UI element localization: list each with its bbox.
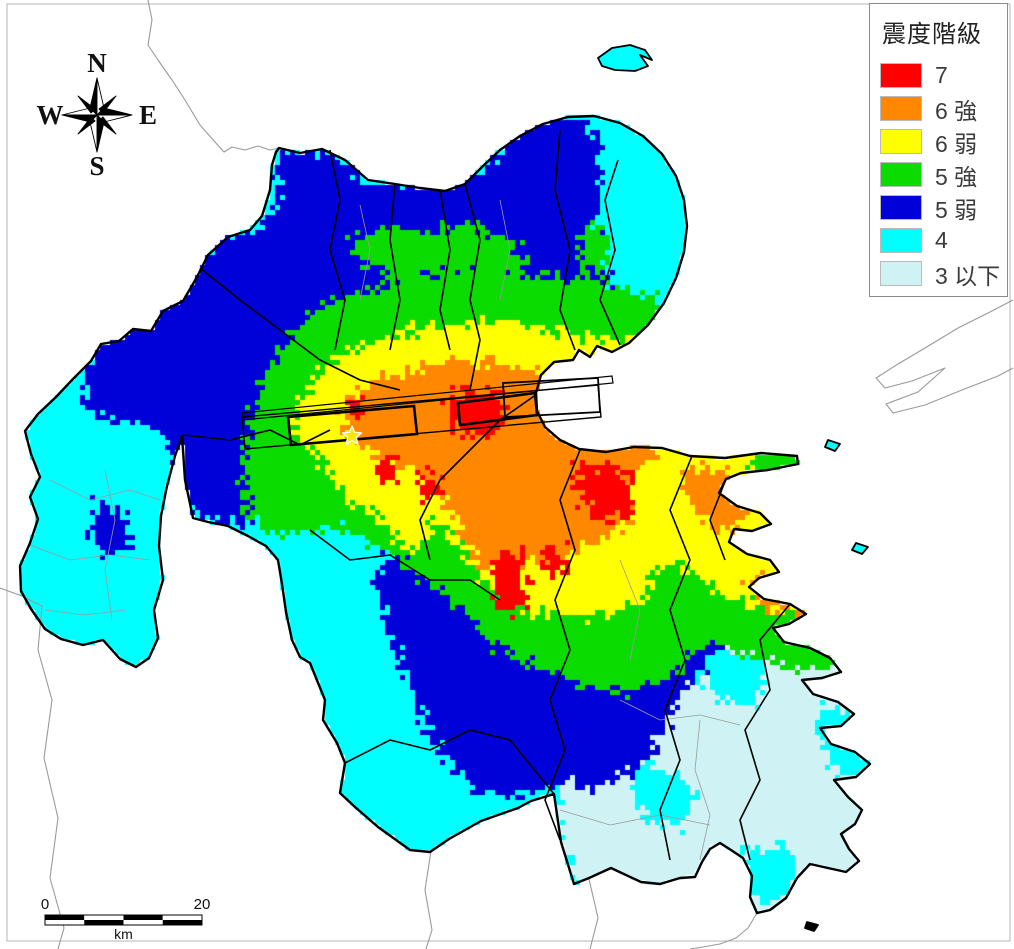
island-himeshima — [597, 44, 653, 72]
fault-rect-1 — [241, 384, 602, 450]
municipal-boundary-13 — [739, 603, 791, 861]
scalebar-seg-bottom-3 — [162, 920, 202, 925]
compass-label-2: E — [139, 100, 157, 130]
legend-label-6: 3 以下 — [935, 262, 1001, 289]
legend-swatch-3 — [880, 162, 922, 187]
legend-item-5: 4 — [880, 224, 999, 257]
prefecture-outline — [18, 114, 872, 915]
legend-items: 7 6 強 6 弱 5 強 5 弱 4 3 以下 — [880, 59, 1001, 290]
scalebar-start-label: 0 — [41, 896, 49, 913]
municipal-boundary-14 — [344, 729, 555, 795]
legend-label-3: 5 強 — [935, 163, 978, 190]
legend-item-3: 5 強 — [880, 158, 999, 191]
fault-rect-2 — [286, 404, 419, 447]
scalebar-seg-bottom-1 — [84, 920, 124, 925]
compass-label-0: N — [87, 48, 107, 78]
minor-boundary-8 — [359, 204, 371, 301]
legend-label-5: 4 — [935, 227, 948, 253]
minor-boundary-0 — [49, 479, 161, 501]
legend-swatch-2 — [880, 129, 922, 154]
legend: 震度階級 7 6 強 6 弱 5 強 5 弱 4 3 以下 — [869, 3, 1008, 297]
scalebar-seg-top-1 — [84, 915, 124, 920]
islet-e — [851, 542, 869, 555]
minor-boundary-7 — [619, 559, 641, 661]
municipal-boundary-1 — [389, 182, 401, 351]
compass-point-10 — [77, 116, 96, 135]
legend-item-1: 6 強 — [880, 92, 999, 125]
legend-label-0: 7 — [935, 62, 948, 88]
minor-boundary-1 — [29, 544, 151, 561]
coastline-5 — [588, 878, 599, 949]
map-frame — [6, 3, 1011, 942]
municipal-boundary-8 — [309, 529, 501, 601]
coastline-0 — [147, 0, 280, 153]
municipal-boundary-4 — [554, 129, 576, 351]
municipal-boundary-7 — [182, 429, 331, 446]
epicenter-star — [341, 425, 363, 445]
scalebar-seg-bottom-0 — [45, 920, 85, 925]
compass-label-3: W — [37, 100, 64, 130]
islet-s — [804, 921, 819, 932]
municipal-boundary-5 — [599, 159, 621, 346]
municipal-boundary-11 — [659, 455, 693, 861]
scalebar-seg-top-2 — [123, 915, 163, 920]
municipal-boundary-3 — [464, 183, 481, 391]
minor-boundary-4 — [619, 699, 741, 726]
coastline-3 — [689, 912, 758, 949]
legend-title: 震度階級 — [882, 21, 982, 48]
scalebar-seg-top-3 — [162, 915, 202, 920]
municipal-boundary-0 — [329, 149, 346, 351]
minor-boundary-5 — [559, 809, 711, 826]
legend-label-1: 6 強 — [935, 97, 978, 124]
municipal-boundary-12 — [709, 478, 727, 561]
municipal-boundary-10 — [544, 449, 581, 841]
compass-point-11 — [77, 95, 96, 114]
fault-rect-4 — [502, 377, 601, 418]
municipal-boundary-6 — [199, 267, 401, 391]
compass-point-9 — [98, 116, 117, 135]
coastline-4 — [424, 850, 433, 949]
legend-swatch-6 — [880, 261, 922, 286]
scalebar-seg-bottom-2 — [123, 920, 163, 925]
minor-boundary-9 — [499, 199, 511, 301]
legend-swatch-0 — [880, 63, 922, 88]
compass-label-1: S — [89, 151, 104, 181]
scalebar-border — [44, 914, 203, 926]
legend-swatch-4 — [880, 195, 922, 220]
coastline-2 — [0, 587, 65, 949]
coastline-1 — [875, 299, 1014, 414]
legend-item-0: 7 — [880, 59, 999, 92]
scalebar-unit-label: km — [114, 926, 133, 942]
legend-swatch-1 — [880, 96, 922, 121]
municipal-boundary-2 — [439, 189, 451, 351]
scalebar-seg-top-0 — [45, 915, 85, 920]
minor-boundary-6 — [694, 719, 711, 861]
islet-ne — [824, 439, 841, 452]
legend-label-4: 5 弱 — [935, 196, 978, 223]
scalebar-end-label: 20 — [194, 896, 211, 913]
compass-point-8 — [98, 95, 117, 114]
municipal-boundary-9 — [419, 393, 538, 561]
legend-swatch-5 — [880, 228, 922, 253]
legend-item-6: 3 以下 — [880, 257, 1001, 290]
minor-boundary-3 — [104, 469, 116, 621]
legend-item-2: 6 弱 — [880, 125, 999, 158]
minor-boundary-2 — [44, 609, 126, 616]
legend-item-4: 5 弱 — [880, 191, 999, 224]
legend-label-2: 6 弱 — [935, 130, 978, 157]
